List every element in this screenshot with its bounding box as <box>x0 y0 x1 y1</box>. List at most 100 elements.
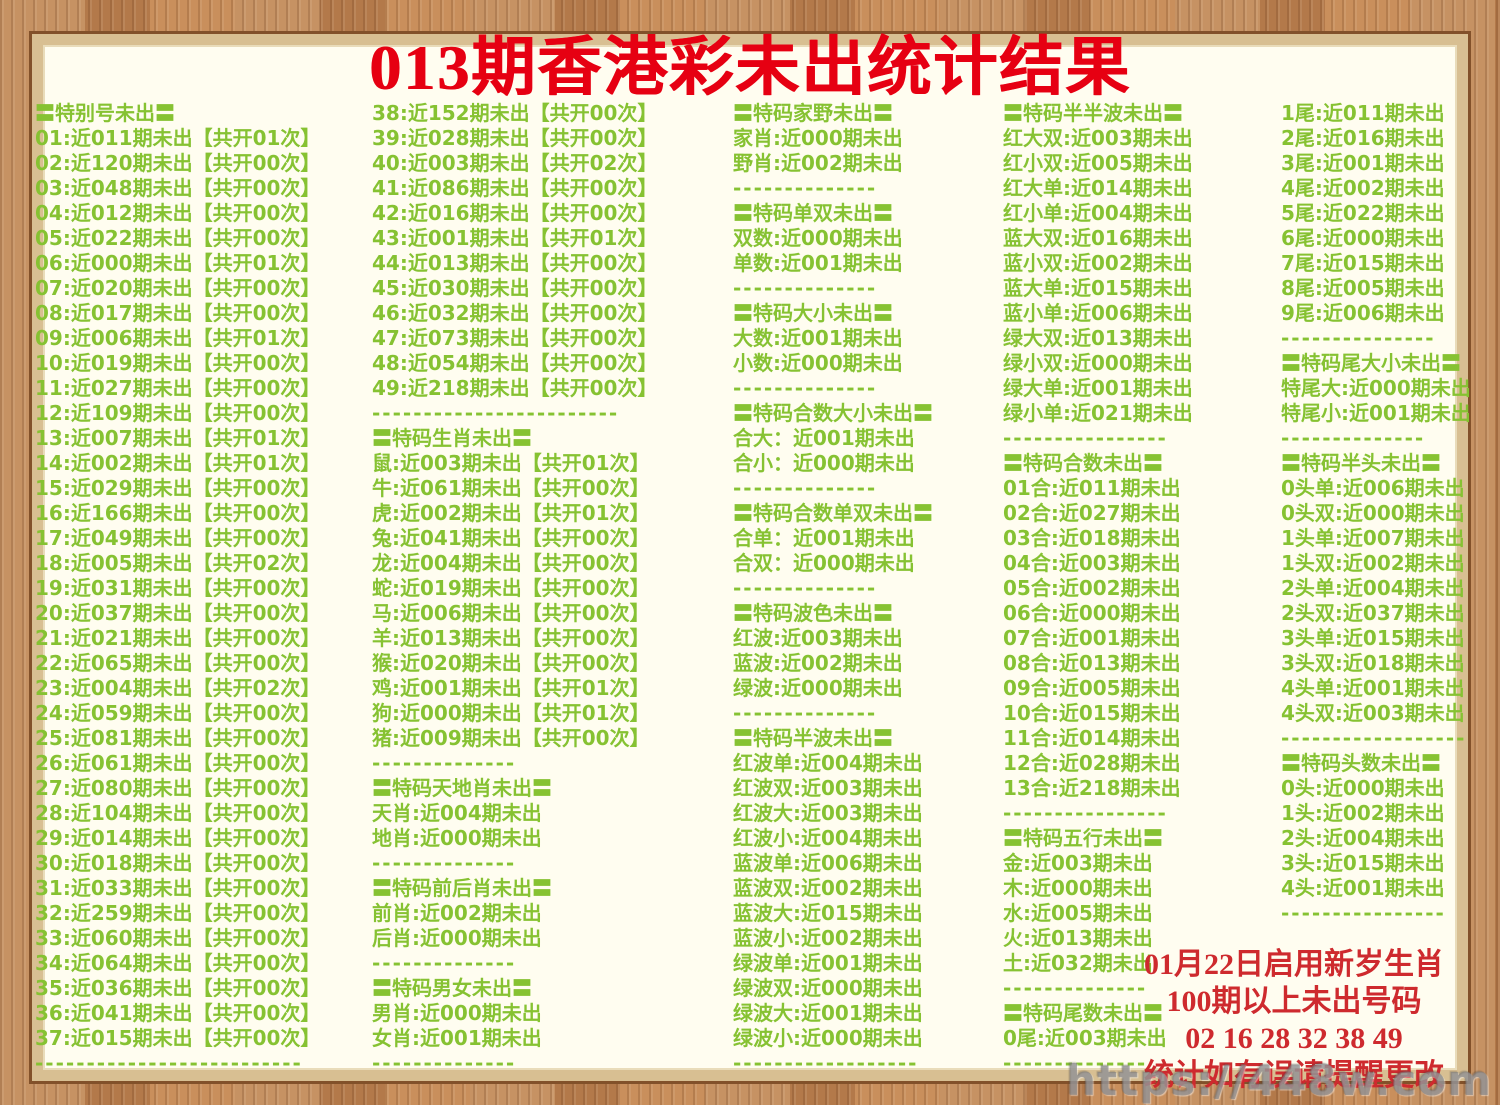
stat-line: 小数:近000期未出 <box>733 351 903 375</box>
separator-line: --------------- <box>1281 326 1436 350</box>
stat-line: 09:近006期未出【共开01次】 <box>35 326 321 350</box>
section-header: 〓特码半波未出〓 <box>733 726 893 750</box>
stat-line: 蓝大双:近016期未出 <box>1003 226 1193 250</box>
stat-line: 05:近022期未出【共开00次】 <box>35 226 321 250</box>
stat-line: 15:近029期未出【共开00次】 <box>35 476 321 500</box>
stat-line: 04:近012期未出【共开00次】 <box>35 201 321 225</box>
stat-line: 0头双:近000期未出 <box>1281 501 1465 525</box>
stat-line: 羊:近013期未出【共开00次】 <box>372 626 650 650</box>
stat-line: 33:近060期未出【共开00次】 <box>35 926 321 950</box>
section-header: 〓特码头数未出〓 <box>1281 751 1441 775</box>
stat-line: 06合:近000期未出 <box>1003 601 1181 625</box>
stat-line: 绿波单:近001期未出 <box>733 951 923 975</box>
section-header: 〓特码生肖未出〓 <box>372 426 532 450</box>
stat-line: 2头单:近004期未出 <box>1281 576 1465 600</box>
stat-line: 01月22日启用新岁生肖 <box>1144 948 1444 981</box>
watermark: https://448w.com <box>1066 1056 1492 1105</box>
stat-line: 100期以上未出号码 <box>1166 985 1422 1018</box>
stat-line: 大数:近001期未出 <box>733 326 903 350</box>
stat-line: 红大双:近003期未出 <box>1003 126 1193 150</box>
stat-line: 狗:近000期未出【共开01次】 <box>372 701 650 725</box>
stat-line: 41:近086期未出【共开00次】 <box>372 176 658 200</box>
section-header: 〓特码尾大小未出〓 <box>1281 351 1461 375</box>
stat-line: 13合:近218期未出 <box>1003 776 1181 800</box>
stat-line: 1头双:近002期未出 <box>1281 551 1465 575</box>
stat-line: 19:近031期未出【共开00次】 <box>35 576 321 600</box>
stat-line: 木:近000期未出 <box>1003 876 1153 900</box>
stat-line: 04合:近003期未出 <box>1003 551 1181 575</box>
stat-line: 03合:近018期未出 <box>1003 526 1181 550</box>
stat-line: 双数:近000期未出 <box>733 226 903 250</box>
stat-line: 9尾:近006期未出 <box>1281 301 1445 325</box>
stat-line: 鼠:近003期未出【共开01次】 <box>372 451 650 475</box>
stat-line: 12:近109期未出【共开00次】 <box>35 401 321 425</box>
section-header: 〓特码半头未出〓 <box>1281 451 1441 475</box>
stat-line: 46:近032期未出【共开00次】 <box>372 301 658 325</box>
stat-line: 红大单:近014期未出 <box>1003 176 1193 200</box>
separator-line: -------------- <box>733 176 878 200</box>
stat-line: 天肖:近004期未出 <box>372 801 542 825</box>
stat-line: 2头:近004期未出 <box>1281 826 1445 850</box>
stat-line: 蓝波大:近015期未出 <box>733 901 923 925</box>
stat-line: 44:近013期未出【共开00次】 <box>372 251 658 275</box>
separator-line: -------------- <box>372 951 517 975</box>
stat-line: 7尾:近015期未出 <box>1281 251 1445 275</box>
section-header: 〓特码单双未出〓 <box>733 201 893 225</box>
stat-line: 红波大:近003期未出 <box>733 801 923 825</box>
stat-line: 08:近017期未出【共开00次】 <box>35 301 321 325</box>
stat-line: 07:近020期未出【共开00次】 <box>35 276 321 300</box>
separator-line: -------------- <box>733 376 878 400</box>
stat-line: 38:近152期未出【共开00次】 <box>372 101 658 125</box>
stat-line: 蓝波双:近002期未出 <box>733 876 923 900</box>
section-header: 〓特别号未出〓 <box>35 101 175 125</box>
stat-line: 蓝小单:近006期未出 <box>1003 301 1193 325</box>
stat-line: 18:近005期未出【共开02次】 <box>35 551 321 575</box>
section-header: 〓特码天地肖未出〓 <box>372 776 552 800</box>
stat-line: 47:近073期未出【共开00次】 <box>372 326 658 350</box>
separator-line: -------------- <box>1003 1051 1148 1075</box>
stat-line: 06:近000期未出【共开01次】 <box>35 251 321 275</box>
stat-line: 兔:近041期未出【共开00次】 <box>372 526 650 550</box>
column-numbers-zodiac: 38:近152期未出【共开00次】 39:近028期未出【共开00次】 40:近00… <box>372 101 707 1076</box>
stat-line: 30:近018期未出【共开00次】 <box>35 851 321 875</box>
stat-line: 01合:近011期未出 <box>1003 476 1181 500</box>
stat-line: 绿波:近000期未出 <box>733 676 903 700</box>
section-header: 〓特码合数大小未出〓 <box>733 401 933 425</box>
stat-line: 02:近120期未出【共开00次】 <box>35 151 321 175</box>
stat-line: 03:近048期未出【共开00次】 <box>35 176 321 200</box>
page-title: 013期香港彩未出统计结果 <box>369 32 1131 103</box>
stat-line: 鸡:近001期未出【共开01次】 <box>372 676 650 700</box>
stat-line: 01:近011期未出【共开01次】 <box>35 126 321 150</box>
stat-line: 红波单:近004期未出 <box>733 751 923 775</box>
separator-line: -------------- <box>372 1051 517 1075</box>
stat-line: 39:近028期未出【共开00次】 <box>372 126 658 150</box>
section-header: 〓特码大小未出〓 <box>733 301 893 325</box>
stat-line: 前肖:近002期未出 <box>372 901 542 925</box>
stat-line: 野肖:近002期未出 <box>733 151 903 175</box>
stat-line: 11合:近014期未出 <box>1003 726 1181 750</box>
stat-line: 绿大单:近001期未出 <box>1003 376 1193 400</box>
stat-line: 1头单:近007期未出 <box>1281 526 1465 550</box>
separator-line: ---------------- <box>1003 426 1168 450</box>
stat-line: 35:近036期未出【共开00次】 <box>35 976 321 1000</box>
separator-line: -------------- <box>1281 426 1426 450</box>
stat-line: 0头单:近006期未出 <box>1281 476 1465 500</box>
separator-line: -------------------------- <box>35 1051 303 1075</box>
stat-line: 02合:近027期未出 <box>1003 501 1181 525</box>
stat-line: 42:近016期未出【共开00次】 <box>372 201 658 225</box>
stat-line: 4头单:近001期未出 <box>1281 676 1465 700</box>
stat-line: 猴:近020期未出【共开00次】 <box>372 651 650 675</box>
stat-line: 金:近003期未出 <box>1003 851 1153 875</box>
stat-line: 蓝波单:近006期未出 <box>733 851 923 875</box>
stat-line: 4头双:近003期未出 <box>1281 701 1465 725</box>
stat-line: 绿小双:近000期未出 <box>1003 351 1193 375</box>
stat-line: 龙:近004期未出【共开00次】 <box>372 551 650 575</box>
stat-line: 3头单:近015期未出 <box>1281 626 1465 650</box>
stat-line: 10:近019期未出【共开00次】 <box>35 351 321 375</box>
section-header: 〓特码合数单双未出〓 <box>733 501 933 525</box>
stat-line: 34:近064期未出【共开00次】 <box>35 951 321 975</box>
stat-line: 3头:近015期未出 <box>1281 851 1445 875</box>
stat-line: 虎:近002期未出【共开01次】 <box>372 501 650 525</box>
stat-line: 家肖:近000期未出 <box>733 126 903 150</box>
stat-line: 水:近005期未出 <box>1003 901 1153 925</box>
